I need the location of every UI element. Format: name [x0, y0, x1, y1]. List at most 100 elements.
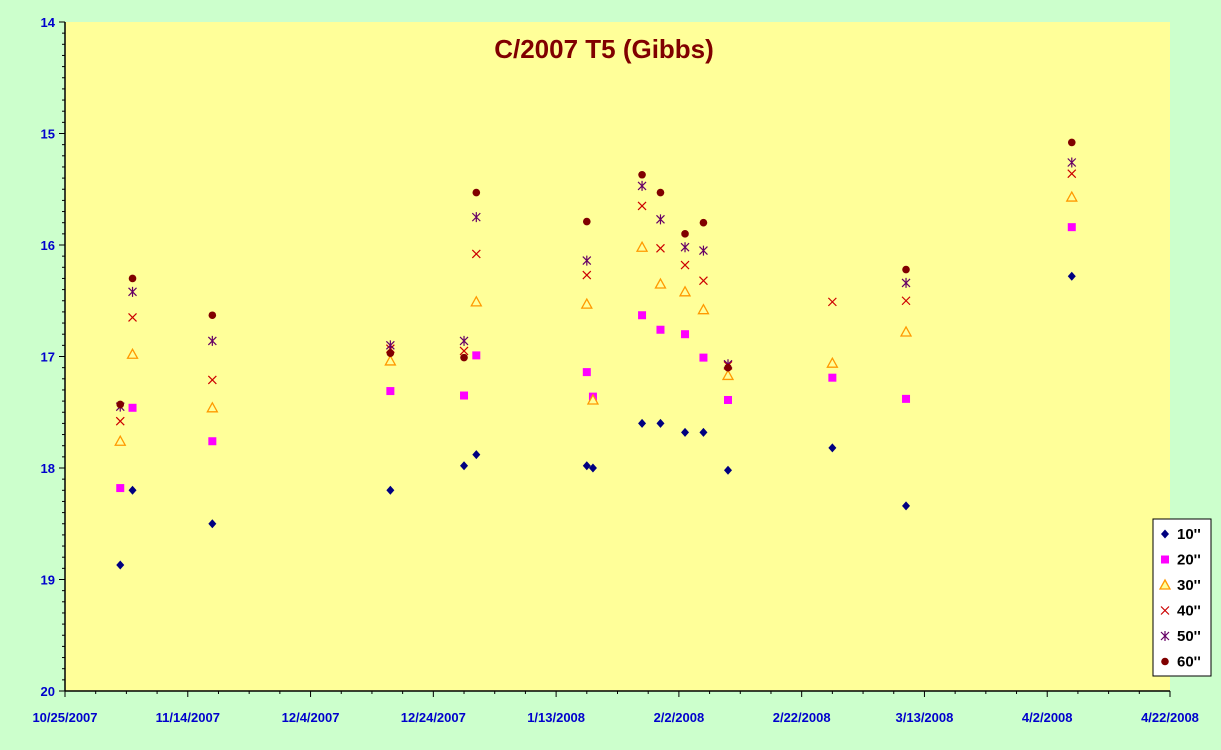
x-tick-label: 10/25/2007 [32, 710, 97, 725]
data-point [828, 373, 837, 382]
data-markers [114, 138, 1078, 570]
data-point [582, 368, 591, 377]
legend-marker [1161, 529, 1169, 539]
legend-label: 40'' [1177, 603, 1201, 620]
data-point [459, 335, 469, 346]
data-point [207, 375, 217, 385]
y-tick-label: 19 [41, 573, 55, 588]
data-point [471, 212, 481, 223]
data-point [826, 356, 839, 368]
legend-item: 30'' [1158, 577, 1201, 594]
data-point [386, 485, 395, 495]
data-point [128, 403, 137, 412]
data-point [699, 276, 708, 286]
data-point [901, 277, 911, 288]
series-50in [115, 157, 1077, 412]
data-point [699, 353, 708, 362]
data-point [681, 230, 689, 238]
data-point [208, 519, 217, 529]
x-tick-label: 4/2/2008 [1022, 710, 1073, 725]
data-point [207, 335, 217, 346]
data-point [899, 325, 913, 337]
data-point [656, 188, 665, 197]
legend-label: 10'' [1177, 526, 1201, 543]
data-point [638, 311, 647, 320]
series-30in [114, 190, 1078, 446]
data-point [1067, 138, 1076, 147]
chart-title: C/2007 T5 (Gibbs) [494, 34, 714, 64]
data-point [115, 416, 125, 426]
legend-marker [1161, 657, 1169, 666]
data-point [384, 354, 397, 366]
legend-label: 60'' [1177, 654, 1201, 671]
data-point [656, 325, 665, 334]
data-point [1067, 157, 1077, 168]
x-tick-label: 3/13/2008 [896, 710, 954, 725]
data-point [902, 394, 911, 403]
data-point [472, 188, 481, 197]
data-point [385, 340, 395, 351]
data-point [681, 427, 690, 437]
legend-label: 50'' [1177, 628, 1201, 645]
series-10in [116, 271, 1076, 570]
data-point [699, 245, 708, 256]
legend-marker [1158, 578, 1172, 590]
data-point [471, 249, 481, 259]
data-point [472, 450, 481, 460]
x-tick-label: 12/24/2007 [401, 710, 466, 725]
data-point [588, 463, 597, 473]
data-point [116, 560, 125, 570]
data-point [901, 296, 911, 306]
data-point [582, 461, 591, 471]
data-point [827, 297, 837, 307]
data-point [580, 297, 593, 309]
data-point [1067, 169, 1077, 179]
data-point [1067, 271, 1076, 281]
legend: 10'' 20'' 30'' 40'' 50'' 60'' [1152, 518, 1212, 677]
y-tick-label: 20 [41, 684, 55, 699]
y-tick-label: 18 [41, 461, 55, 476]
data-point [638, 170, 646, 179]
data-point [724, 363, 732, 372]
series-60in [116, 138, 1076, 409]
legend-box [1152, 518, 1212, 677]
data-point [828, 443, 837, 453]
y-axis-ticks: 14 15 16 17 18 19 20 [41, 15, 65, 699]
data-point [902, 265, 910, 274]
data-point [386, 349, 395, 357]
legend-label: 20'' [1177, 552, 1201, 569]
data-point [128, 313, 137, 322]
data-point [902, 501, 911, 511]
data-point [678, 285, 692, 297]
data-point [724, 395, 732, 404]
data-point [724, 465, 732, 475]
legend-marker [1160, 606, 1170, 615]
legend-marker [1160, 631, 1170, 641]
data-point [582, 270, 592, 280]
legend-item: 20'' [1161, 552, 1201, 569]
data-point [656, 214, 665, 225]
data-point [470, 295, 483, 307]
data-point [699, 218, 708, 227]
data-point [699, 427, 708, 437]
data-point [128, 485, 137, 495]
x-tick-label: 11/14/2007 [156, 710, 220, 725]
data-point [128, 274, 137, 283]
y-tick-label: 15 [41, 127, 55, 142]
data-point [721, 369, 735, 381]
data-point [114, 434, 127, 446]
data-point [460, 391, 469, 400]
data-point [680, 260, 690, 270]
legend-item: 40'' [1160, 603, 1201, 620]
legend-item: 60'' [1161, 654, 1201, 671]
x-tick-label: 2/2/2008 [654, 710, 705, 725]
data-point [680, 242, 690, 253]
legend-marker [1161, 555, 1169, 564]
legend-item: 10'' [1161, 526, 1201, 543]
data-point [635, 240, 649, 252]
x-axis-ticks: 10/25/2007 11/14/2007 12/4/2007 12/24/2007 1… [32, 691, 1199, 725]
data-point [460, 353, 468, 362]
y-tick-label: 16 [41, 238, 55, 253]
y-tick-label: 14 [41, 15, 56, 30]
